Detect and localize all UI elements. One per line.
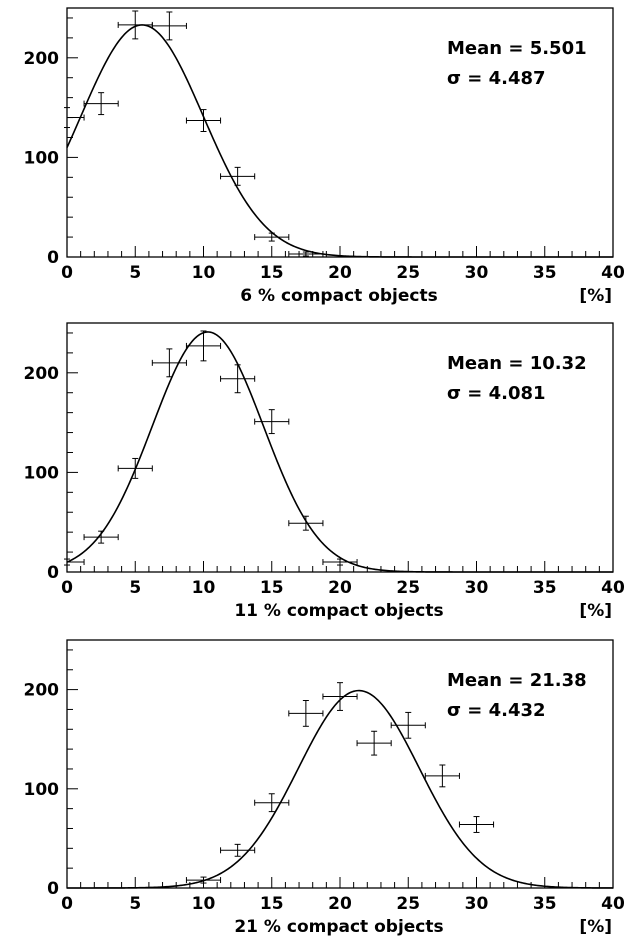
data-point (83, 92, 119, 116)
chart-panel-1: 0 5 10 15 20 25 30 35 40 0 100 200 6 % compact objec… (24, 7, 625, 306)
data-point (220, 364, 256, 394)
x-tick-label: 15 (260, 894, 284, 914)
x-tick-label: 20 (328, 578, 352, 598)
stat-mean: Mean = 21.38 (447, 670, 587, 691)
chart-panel-3: 0 5 10 15 20 25 30 35 40 0 100 200 21 % compact obje… (24, 639, 625, 937)
data-point (288, 515, 324, 531)
data-point (390, 711, 426, 739)
x-tick-label: 10 (192, 263, 216, 283)
y-tick-label: 200 (24, 49, 60, 69)
x-tick-label: 25 (396, 894, 420, 914)
x-tick-label: 40 (601, 263, 625, 283)
x-tick-label: 40 (601, 894, 625, 914)
y-tick-label: 100 (24, 148, 60, 168)
data-point (185, 330, 222, 362)
data-point (356, 730, 392, 756)
data-point (322, 558, 358, 566)
x-tick-label: 10 (192, 578, 216, 598)
data-point (64, 558, 85, 566)
stat-sigma: σ = 4.081 (447, 383, 546, 404)
data-point (220, 843, 256, 857)
data-point (117, 457, 153, 479)
data-point (254, 232, 290, 242)
x-tick-label: 15 (260, 578, 284, 598)
data-point (83, 530, 119, 544)
x-tick-label: 35 (533, 263, 557, 283)
stat-mean: Mean = 5.501 (447, 38, 587, 59)
stat-mean: Mean = 10.32 (447, 353, 587, 374)
x-tick-label: 10 (192, 894, 216, 914)
x-axis-unit: [%] (579, 601, 612, 621)
x-tick-label: 35 (533, 578, 557, 598)
data-point (254, 409, 290, 435)
data-point (185, 109, 222, 133)
x-tick-label: 0 (61, 578, 73, 598)
y-tick-label: 200 (24, 681, 60, 701)
y-tick-label: 0 (47, 248, 59, 268)
stat-sigma: σ = 4.432 (447, 700, 546, 721)
y-tick-label: 0 (47, 879, 59, 899)
y-tick-label: 200 (24, 364, 60, 384)
data-point (220, 166, 256, 186)
data-point (424, 764, 460, 788)
y-tick-label: 0 (47, 563, 59, 583)
data-point (322, 682, 358, 711)
x-axis-label: 21 % compact objects (234, 917, 443, 937)
x-tick-label: 5 (129, 263, 141, 283)
x-tick-label: 5 (129, 894, 141, 914)
x-tick-label: 40 (601, 578, 625, 598)
data-point (64, 107, 85, 129)
stat-sigma: σ = 4.487 (447, 68, 546, 89)
x-tick-label: 25 (396, 578, 420, 598)
x-axis-unit: [%] (579, 286, 612, 306)
y-tick-label: 100 (24, 463, 60, 483)
x-tick-label: 20 (328, 894, 352, 914)
data-point (288, 251, 324, 258)
x-tick-label: 5 (129, 578, 141, 598)
x-axis-unit: [%] (579, 917, 612, 937)
x-axis-label: 11 % compact objects (234, 601, 443, 621)
x-axis-label: 6 % compact objects (240, 286, 437, 306)
fit-curve (66, 331, 613, 573)
y-tick-label: 100 (24, 780, 60, 800)
data-point (151, 11, 187, 41)
data-point (458, 816, 495, 833)
x-tick-label: 30 (465, 263, 489, 283)
x-tick-label: 25 (396, 263, 420, 283)
x-tick-label: 0 (61, 894, 73, 914)
data-point (185, 876, 222, 884)
x-tick-label: 35 (533, 894, 557, 914)
data-point (254, 793, 290, 813)
x-tick-label: 15 (260, 263, 284, 283)
fit-curve (66, 24, 613, 258)
data-point (151, 348, 187, 378)
x-tick-label: 30 (465, 894, 489, 914)
chart-panel-2: 0 5 10 15 20 25 30 35 40 0 100 200 11 % compact obje… (24, 322, 625, 621)
x-tick-label: 0 (61, 263, 73, 283)
x-tick-label: 30 (465, 578, 489, 598)
data-point (288, 700, 324, 727)
x-tick-label: 20 (328, 263, 352, 283)
